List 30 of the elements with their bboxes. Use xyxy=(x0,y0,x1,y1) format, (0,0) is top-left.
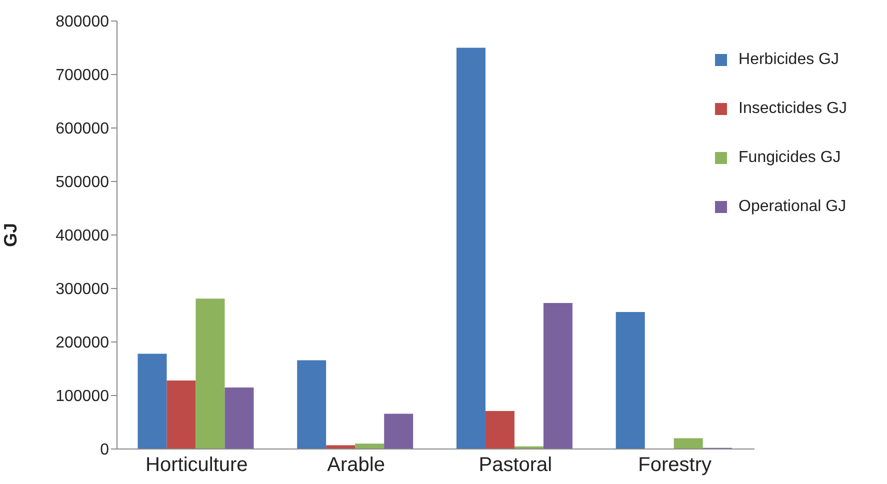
y-tick-label: 200000 xyxy=(56,334,110,352)
bar xyxy=(543,302,572,449)
bar xyxy=(485,411,514,449)
bar xyxy=(616,312,645,449)
x-tick-label: Pastoral xyxy=(478,454,552,476)
bar xyxy=(196,298,225,449)
bar xyxy=(166,380,196,449)
y-tick-label: 100000 xyxy=(56,388,110,406)
y-axis-title: GJ xyxy=(0,222,20,248)
x-tick-label: Horticulture xyxy=(146,454,248,476)
bar xyxy=(456,48,486,449)
legend-label: Fungicides GJ xyxy=(738,148,841,166)
y-tick-label: 300000 xyxy=(56,281,110,298)
x-tick-label: Forestry xyxy=(638,454,712,476)
y-tick-label: 700000 xyxy=(56,67,110,84)
legend-label: Herbicides GJ xyxy=(738,50,839,68)
bar xyxy=(297,360,326,449)
y-tick-label: 500000 xyxy=(56,174,110,192)
legend-label: Insecticides GJ xyxy=(738,100,847,118)
y-tick-label: 0 xyxy=(100,442,110,459)
bar xyxy=(355,444,384,449)
y-tick-label: 600000 xyxy=(56,120,110,138)
y-tick-label: 400000 xyxy=(56,228,110,245)
bar xyxy=(138,354,167,449)
bar xyxy=(224,387,254,449)
bar xyxy=(674,438,703,449)
bar xyxy=(384,414,414,449)
x-tick-label: Arable xyxy=(327,454,385,476)
y-tick-label: 800000 xyxy=(56,14,110,31)
legend-label: Operational GJ xyxy=(738,198,846,216)
